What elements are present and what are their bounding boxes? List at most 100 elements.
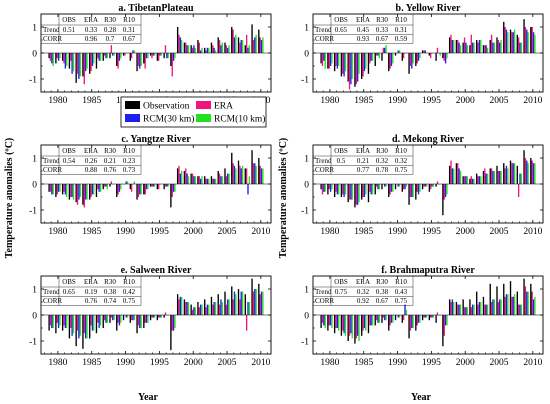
bar-5-s4-2006 [235, 294, 237, 315]
bar-6-s1-1991 [401, 315, 403, 323]
bar-2-s3-2006 [505, 29, 508, 53]
stats-trend-value: 0.38 [104, 288, 117, 296]
bar-6-s2-1998 [450, 302, 452, 315]
stats-trend-value: 0.42 [123, 288, 136, 296]
bar-4-s4-1990 [398, 184, 401, 187]
bar-5-s3-1997 [172, 315, 175, 331]
bar-5-s3-2009 [254, 289, 256, 315]
stats-trend-value: 0.32 [395, 157, 408, 165]
bar-6-s4-2000 [466, 307, 468, 315]
bar-3-s1-1997 [170, 184, 172, 208]
bar-1-s3-2008 [247, 47, 249, 53]
stats-header: OBS [62, 147, 76, 155]
bar-5-s3-2008 [247, 302, 249, 315]
bar-3-s2-1981 [63, 184, 65, 192]
bar-1-s3-1983 [78, 53, 80, 79]
bar-5-s1-2000 [190, 304, 192, 315]
bar-6-s3-1998 [451, 299, 454, 315]
bar-4-s1-1984 [354, 184, 356, 208]
bar-3-s3-1994 [152, 184, 154, 187]
bar-1-s1-2010 [258, 29, 260, 53]
bar-2-s4-1999 [459, 45, 462, 53]
bar-2-s1-1998 [448, 37, 451, 53]
bar-5-s3-2002 [206, 304, 209, 315]
bar-6-s3-1989 [390, 315, 393, 323]
x-tick-label: 1985 [354, 227, 373, 237]
bar-6-s1-1985 [361, 315, 363, 336]
bar-5-s1-1982 [68, 315, 71, 339]
bar-5-s2-1987 [103, 315, 106, 321]
bar-1-s3-1979 [51, 53, 53, 64]
y-tick-label: 1 [304, 154, 309, 164]
y-tick-label: -1 [301, 337, 309, 347]
bar-2-s1-2003 [482, 45, 485, 53]
bar-4-s4-1980 [331, 184, 333, 190]
bar-2-s2-1980 [328, 53, 330, 69]
bar-5-s3-1979 [51, 315, 53, 328]
bar-3-s2-2007 [239, 165, 241, 184]
stats-trend-value: 0.43 [395, 288, 408, 296]
bar-4-s4-1986 [371, 184, 374, 195]
bar-4-s1-2002 [476, 173, 478, 184]
y-tick-label: 0 [32, 49, 37, 59]
bar-5-s3-2005 [227, 299, 229, 315]
bar-2-s1-1989 [388, 53, 390, 72]
bar-4-s2-1995 [430, 184, 432, 190]
bar-1-s1-1983 [75, 53, 77, 83]
bar-3-s2-2000 [191, 173, 194, 184]
bar-5-s4-1982 [72, 315, 75, 334]
bar-2-s2-1996 [436, 47, 439, 53]
bar-3-s1-1995 [156, 184, 159, 190]
bar-6-s4-1997 [446, 315, 448, 326]
x-tick-label: 2005 [218, 358, 237, 368]
legend: Observation ERA RCM(30 km) RCM(10 km) [120, 96, 267, 128]
bar-1-s3-2006 [233, 37, 236, 53]
x-tick-label: 1980 [48, 358, 67, 368]
bar-1-s4-2010 [262, 37, 264, 53]
bar-4-s3-2002 [478, 176, 481, 184]
bar-4-s1-1996 [435, 184, 437, 187]
bar-6-s2-2010 [531, 291, 533, 315]
bar-4-s3-1998 [451, 168, 454, 184]
bar-5-s2-1981 [63, 315, 65, 326]
bar-5-s4-1994 [153, 315, 156, 318]
bar-4-s1-1986 [367, 184, 370, 203]
bar-2-s3-1999 [458, 42, 460, 53]
bar-4-s3-1991 [404, 184, 406, 190]
bar-5-s3-1985 [91, 315, 94, 331]
bar-1-s2-2008 [245, 34, 248, 53]
bar-2-s4-1984 [358, 53, 360, 74]
bar-4-s4-2008 [520, 173, 523, 184]
stats-header: ERA [84, 147, 98, 155]
bar-2-s2-1981 [335, 53, 337, 66]
bar-5-s1-2005 [224, 291, 226, 315]
bar-1-s2-1982 [70, 53, 72, 61]
x-tick-label: 1985 [82, 358, 101, 368]
bar-2-s1-1990 [394, 53, 397, 56]
bar-1-s3-1980 [57, 53, 60, 61]
bar-1-s4-1979 [52, 53, 54, 66]
bar-3-s4-1990 [126, 181, 129, 184]
bar-4-s2-1992 [409, 184, 412, 197]
bar-6-s4-2006 [507, 294, 509, 315]
bar-6-s2-2003 [484, 304, 486, 315]
bar-1-s3-1987 [105, 53, 107, 59]
bar-3-s2-1989 [117, 184, 119, 195]
bar-5-s1-1984 [82, 315, 84, 349]
panel-title: f. Brahmaputra River [381, 265, 475, 276]
bar-5-s3-1989 [118, 315, 121, 326]
bar-3-s1-1986 [95, 184, 98, 197]
stats-trend-value: 0.5 [337, 157, 346, 165]
bar-1-s1-2005 [224, 42, 226, 53]
bar-5-s4-1990 [126, 315, 129, 318]
bar-3-s4-2004 [221, 176, 223, 184]
stats-corr-value: 0.75 [395, 297, 408, 305]
bar-4-s2-1980 [328, 184, 330, 190]
bar-4-s2-2009 [524, 158, 527, 184]
bar-5-s1-1987 [102, 315, 104, 328]
bar-1-s3-2009 [254, 37, 256, 53]
bar-1-s4-1987 [106, 53, 108, 59]
x-tick-label: 2010 [523, 227, 542, 237]
bar-5-s4-1995 [160, 315, 163, 318]
bar-5-s2-1993 [144, 315, 146, 323]
